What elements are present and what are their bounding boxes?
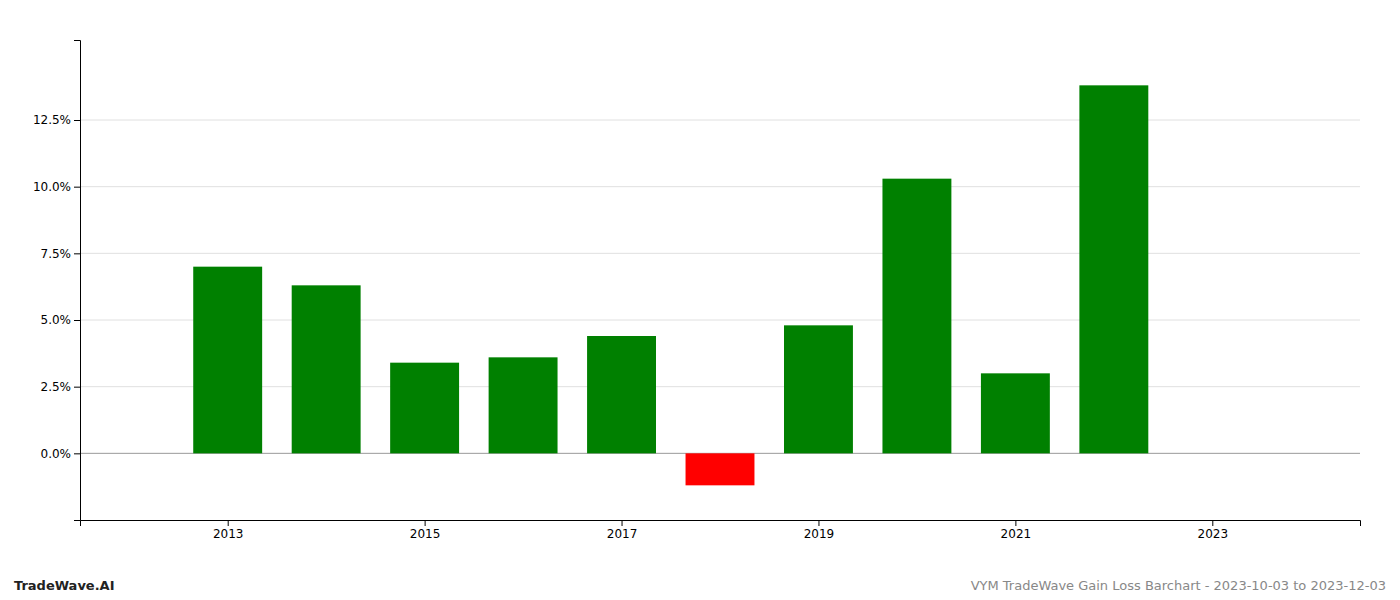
tick-label: 0.0% [41,447,72,461]
bar [981,373,1050,453]
tick: 2015 [410,520,441,541]
tick: 2013 [213,520,244,541]
grid-line [80,120,1360,121]
axis-line [81,521,1361,527]
bar [390,363,459,454]
tick-label: 2015 [410,527,441,541]
bar [1079,85,1148,453]
tick: 7.5% [41,247,81,261]
tick: 2021 [1001,520,1032,541]
grid [80,120,1360,453]
tick: 2019 [804,520,835,541]
grid-line [80,386,1360,387]
tick: 2023 [1198,520,1229,541]
footnote: TradeWave.AI [14,578,115,593]
bar [784,325,853,453]
tick-mark [818,520,819,526]
tick-mark [1212,520,1213,526]
bar [587,336,656,453]
plot-area [193,85,1148,485]
bar [882,179,951,454]
tick-label: 7.5% [41,247,72,261]
grid-line [80,253,1360,254]
footnote: VYM TradeWave Gain Loss Barchart - 2023-… [971,578,1386,593]
grid-line [80,320,1360,321]
tick-label: 2017 [607,527,638,541]
tick-label: 2013 [213,527,244,541]
tick-mark [74,187,80,188]
tick-label: 2021 [1001,527,1032,541]
tick: 12.5% [33,113,80,127]
tick: 0.0% [41,447,81,461]
bar [686,453,755,485]
tick: 2.5% [41,380,81,394]
y-axis: 0.0% 2.5% 5.0% 7.5% 10.0% 12.5% [33,41,81,521]
tick-label: 5.0% [41,313,72,327]
tick-mark [74,320,80,321]
tick-label: 10.0% [33,180,71,194]
bar [489,357,558,453]
axis-line [74,41,81,521]
tick-mark [74,120,80,121]
tick-mark [1015,520,1016,526]
tick-mark [74,253,80,254]
bar [193,267,262,454]
tick-label: 2023 [1198,527,1229,541]
tick-mark [425,520,426,526]
tick-mark [74,387,80,388]
tick-label: 2.5% [41,380,72,394]
tick-mark [228,520,229,526]
chart: 0.0%2.5%5.0%7.5%10.0%12.5%20132015201720… [0,0,1400,600]
tick: 5.0% [41,313,81,327]
x-axis: 2013 2015 2017 2019 2021 2023 [81,520,1361,541]
bar [292,285,361,453]
tick-label: 12.5% [33,113,71,127]
tick: 10.0% [33,180,80,194]
tick-mark [74,453,80,454]
tick: 2017 [607,520,638,541]
tick-mark [622,520,623,526]
grid-line [80,186,1360,187]
tick-label: 2019 [804,527,835,541]
